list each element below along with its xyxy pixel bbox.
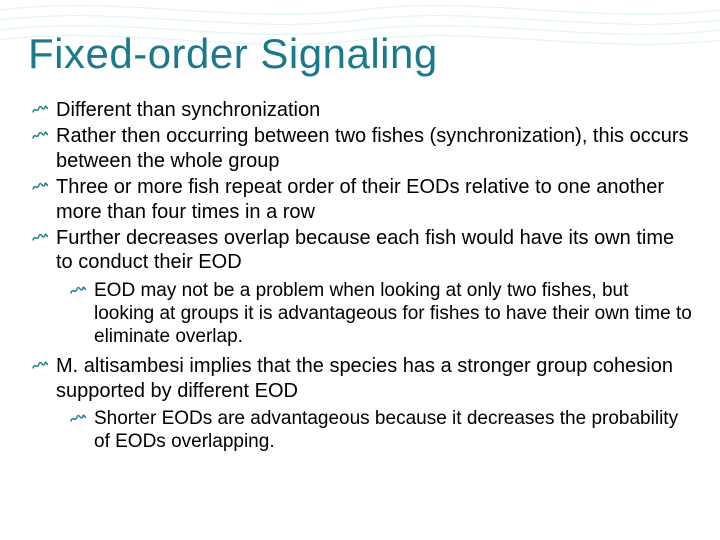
scribble-bullet-icon xyxy=(32,359,48,371)
sub-bullet-text: EOD may not be a problem when looking at… xyxy=(94,280,692,347)
bullet-item: Further decreases overlap because each f… xyxy=(32,226,692,348)
scribble-bullet-icon xyxy=(32,180,48,192)
scribble-bullet-icon xyxy=(32,129,48,141)
bullet-text: Rather then occurring between two fishes… xyxy=(56,125,689,171)
scribble-bullet-icon xyxy=(70,284,86,296)
bullet-list: Different than synchronization Rather the… xyxy=(28,98,692,453)
bullet-item: M. altisambesi implies that the species … xyxy=(32,354,692,453)
bullet-text: M. altisambesi implies that the species … xyxy=(56,355,673,401)
scribble-bullet-icon xyxy=(70,412,86,424)
bullet-text: Further decreases overlap because each f… xyxy=(56,227,674,273)
bullet-item: Rather then occurring between two fishes… xyxy=(32,124,692,173)
sub-bullet-text: Shorter EODs are advantageous because it… xyxy=(94,408,678,452)
sub-bullet-item: Shorter EODs are advantageous because it… xyxy=(70,407,692,453)
sub-bullet-item: EOD may not be a problem when looking at… xyxy=(70,279,692,349)
sub-bullet-list: Shorter EODs are advantageous because it… xyxy=(56,407,692,453)
slide-title: Fixed-order Signaling xyxy=(28,30,692,78)
bullet-text: Different than synchronization xyxy=(56,99,320,121)
bullet-text: Three or more fish repeat order of their… xyxy=(56,176,664,222)
sub-bullet-list: EOD may not be a problem when looking at… xyxy=(56,279,692,349)
slide: Fixed-order Signaling Different than syn… xyxy=(0,0,720,540)
bullet-item: Three or more fish repeat order of their… xyxy=(32,175,692,224)
bullet-item: Different than synchronization xyxy=(32,98,692,122)
scribble-bullet-icon xyxy=(32,103,48,115)
scribble-bullet-icon xyxy=(32,231,48,243)
